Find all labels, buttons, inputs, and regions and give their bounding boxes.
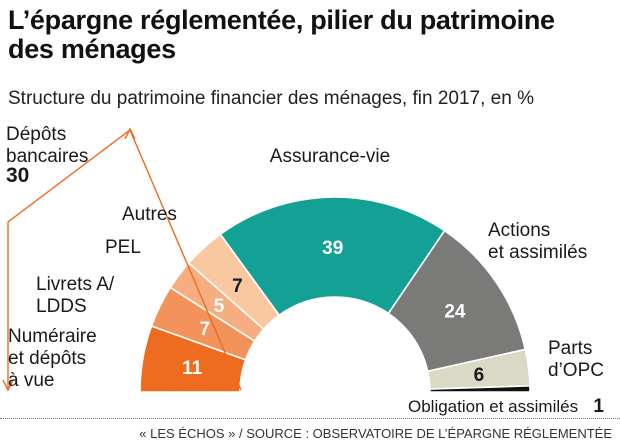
chart-subtitle: Structure du patrimoine financier des mé… bbox=[8, 88, 534, 109]
chart-title-line-1: L’épargne réglementée, pilier du patrimo… bbox=[8, 5, 555, 35]
value-label-obligation-et-assimiles: 1 bbox=[593, 396, 604, 417]
category-label-assurance-vie: Assurance-vie bbox=[270, 146, 390, 167]
chart-labels: 11 Numéraire et dépôts à vue 7 Livrets A/LDDS… bbox=[6, 124, 604, 417]
group-bracket-line bbox=[7, 128, 242, 391]
group-label-depots-bancaires: Dépôts bancaires bbox=[6, 124, 88, 167]
group-bracket bbox=[2, 127, 242, 392]
category-label-parts-d-opc: Parts d’OPC bbox=[548, 338, 604, 381]
category-label-actions-et-assimiles: Actions et assimilés bbox=[488, 220, 587, 263]
value-label-parts-d-opc: 6 bbox=[474, 365, 485, 386]
value-label-livrets-a-ldds: 7 bbox=[199, 319, 210, 340]
value-label-actions-et-assimiles: 24 bbox=[444, 301, 466, 322]
category-label-livrets-a-ldds: Livrets A/LDDS bbox=[36, 274, 115, 317]
category-label-pel: PEL bbox=[105, 237, 141, 258]
value-label-pel: 5 bbox=[214, 296, 225, 317]
chart-title-line-2: des ménages bbox=[8, 34, 176, 64]
segment-assurance-vie bbox=[219, 196, 446, 316]
bracket-arrowhead-up bbox=[124, 127, 136, 140]
value-label-numeraire-et-depots-a-vue: 11 bbox=[182, 358, 203, 379]
chart-segments bbox=[139, 196, 531, 393]
chart-title: L’épargne réglementée, pilier du patrimo… bbox=[8, 6, 614, 64]
value-label-assurance-vie: 39 bbox=[322, 238, 343, 259]
category-label-numeraire-et-depots-a-vue: Numéraire et dépôts à vue bbox=[8, 326, 97, 391]
source-credit: « LES ÉCHOS » / SOURCE : OBSERVATOIRE DE… bbox=[139, 426, 612, 441]
bracket-arrowhead-down bbox=[2, 379, 14, 392]
category-label-obligation-et-assimiles: Obligation et assimilés bbox=[408, 397, 578, 416]
value-label-autres: 7 bbox=[232, 276, 243, 297]
footer-divider bbox=[0, 418, 620, 419]
category-label-autres: Autres bbox=[122, 204, 177, 225]
group-value-depots-bancaires: 30 bbox=[6, 164, 29, 187]
